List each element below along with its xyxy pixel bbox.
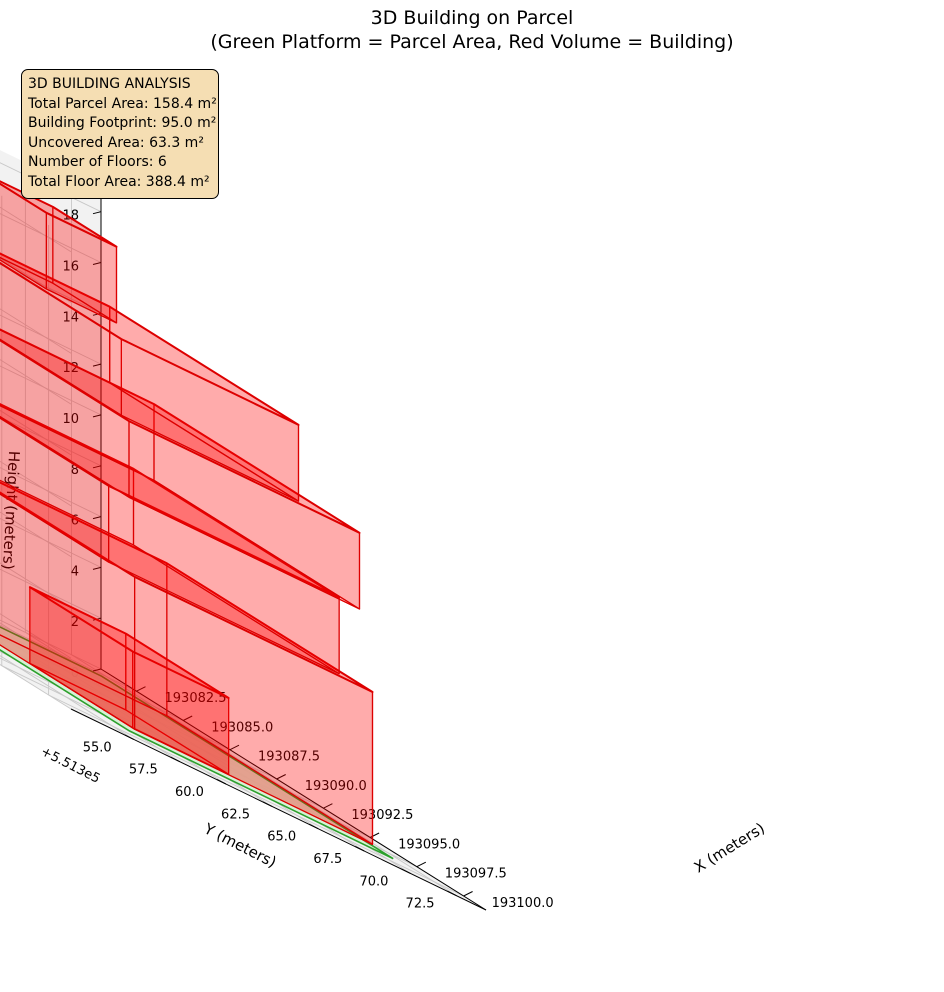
z-tick-label: 4	[71, 564, 79, 579]
gridline-z-left	[0, 416, 102, 467]
x-tick-label: 193090.0	[305, 779, 367, 794]
info-floors: Number of Floors: 6	[28, 154, 167, 171]
info-floor-area: Total Floor Area: 388.4 m²	[28, 173, 210, 190]
gridline-z-left	[0, 365, 102, 416]
gridline-z-left	[0, 213, 102, 263]
gridline-z-right	[0, 359, 72, 405]
x-tick-label: 193092.5	[351, 808, 413, 823]
x-tick-label: 193087.5	[258, 750, 320, 765]
z-tick-mark	[92, 262, 102, 265]
y-tick-label: 65.0	[267, 830, 296, 845]
z-tick-label: 8	[71, 463, 79, 478]
chart-title-line2: (Green Platform = Parcel Area, Red Volum…	[210, 31, 734, 53]
gridline-z-right	[0, 409, 72, 456]
x-tick-mark	[229, 744, 240, 751]
x-tick-label: 193095.0	[398, 838, 460, 853]
parcel-platform	[0, 626, 394, 860]
x-tick-label: 193100.0	[492, 896, 554, 911]
chart-title-line1: 3D Building on Parcel	[370, 7, 574, 29]
x-tick-mark	[416, 861, 427, 868]
y-tick-label: 67.5	[313, 852, 342, 867]
gridline-z-left	[0, 568, 102, 619]
gridline-z-right	[0, 257, 72, 303]
z-tick-mark	[92, 566, 102, 570]
x-tick-mark	[136, 686, 146, 692]
z-tick-mark	[92, 465, 102, 469]
gridline-z-left	[0, 467, 102, 518]
y-tick-mark	[355, 846, 365, 852]
info-footprint: Building Footprint: 95.0 m²	[28, 115, 217, 132]
y-tick-label: 55.0	[83, 740, 112, 755]
y-axis-line	[70, 708, 487, 911]
chart-title: 3D Building on Parcel (Green Platform = …	[0, 6, 944, 54]
gridline-x-floor	[48, 694, 464, 897]
gridline-z-right	[0, 562, 72, 608]
z-tick-label: 6	[71, 514, 79, 529]
z-axis-label: Height (meters)	[0, 450, 23, 570]
y-tick-mark	[170, 756, 181, 763]
z-tick-label: 2	[71, 615, 79, 630]
gridline-z-left	[0, 619, 102, 670]
info-parcel-area: Total Parcel Area: 158.4 m²	[28, 95, 217, 112]
x-tick-label: 193085.0	[211, 721, 273, 736]
gridline-y-floor	[0, 655, 134, 740]
x-tick-label: 193082.5	[165, 691, 227, 706]
gridline-z-left	[0, 517, 102, 568]
info-heading: 3D BUILDING ANALYSIS	[28, 76, 191, 92]
y-tick-label: 72.5	[406, 897, 435, 912]
x-tick-mark	[463, 891, 473, 897]
analysis-info-box: 3D BUILDING ANALYSIS Total Parcel Area: …	[21, 69, 219, 199]
gridline-y-floor	[71, 654, 457, 897]
z-tick-label: 16	[62, 260, 79, 275]
z-tick-mark	[92, 668, 102, 672]
z-tick-mark	[92, 211, 102, 215]
z-tick-mark	[92, 312, 102, 316]
x-tick-mark	[182, 715, 193, 721]
building-floor-2-face	[0, 481, 374, 693]
gridline-z-right	[0, 613, 72, 659]
z-tick-label: 10	[62, 412, 79, 427]
y-tick-label: 60.0	[175, 785, 204, 800]
x-axis-line	[100, 668, 487, 911]
z-tick-mark	[92, 414, 102, 418]
info-uncovered: Uncovered Area: 63.3 m²	[28, 134, 204, 151]
x-tick-mark	[369, 832, 380, 838]
gridline-z-left	[0, 314, 102, 365]
y-tick-label: 57.5	[129, 763, 158, 778]
z-tick-mark	[92, 516, 102, 520]
x-axis-label: X (meters)	[691, 819, 768, 876]
y-tick-mark	[216, 779, 227, 785]
y-tick-mark	[401, 868, 411, 874]
z-tick-mark	[92, 363, 102, 367]
building-floor-1-face	[28, 586, 230, 699]
y-tick-label: 62.5	[221, 807, 250, 822]
y-axis-label: Y (meters)	[200, 819, 279, 871]
y-tick-mark	[262, 801, 273, 807]
gridline-z-right	[0, 511, 72, 557]
building-floor-3-face	[0, 402, 341, 599]
z-tick-label: 14	[62, 310, 79, 325]
y-tick-mark	[124, 734, 134, 740]
x-tick-label: 193097.5	[445, 867, 507, 882]
gridline-z-right	[0, 308, 72, 354]
gridline-z-right	[0, 206, 72, 253]
y-tick-label: 70.0	[359, 874, 388, 889]
gridline-z-right	[0, 460, 72, 507]
gridline-z-right	[0, 664, 72, 710]
gridline-x-floor	[0, 624, 137, 692]
x-tick-mark	[323, 803, 333, 809]
y-tick-mark	[308, 823, 319, 830]
y-tick-mark	[447, 890, 457, 897]
x-tick-mark	[276, 774, 286, 780]
